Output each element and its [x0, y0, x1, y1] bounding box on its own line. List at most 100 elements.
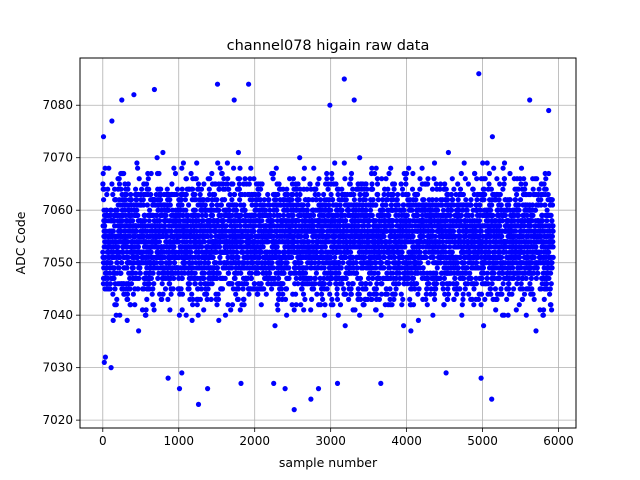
data-point	[194, 160, 200, 166]
data-point	[373, 202, 379, 208]
data-point	[237, 223, 243, 229]
data-point	[348, 170, 355, 177]
data-point	[464, 265, 470, 271]
data-point	[385, 186, 391, 192]
data-point	[421, 197, 427, 203]
data-point	[449, 176, 455, 182]
data-point	[324, 176, 330, 182]
data-point	[102, 223, 108, 229]
data-point	[408, 328, 414, 334]
data-point	[232, 275, 238, 281]
data-point	[289, 197, 295, 203]
data-point	[270, 170, 277, 177]
data-point	[222, 312, 229, 318]
data-point	[241, 202, 247, 208]
data-point	[237, 307, 243, 313]
data-point	[261, 286, 267, 292]
data-point	[442, 181, 448, 187]
data-point	[221, 218, 227, 224]
data-point	[224, 181, 230, 187]
data-point	[236, 186, 242, 192]
data-point	[209, 202, 215, 208]
data-point	[372, 170, 378, 177]
data-point	[156, 239, 162, 245]
data-point	[124, 317, 130, 323]
data-point	[186, 286, 192, 292]
data-point	[275, 191, 281, 198]
data-point	[223, 233, 229, 239]
data-point	[140, 202, 147, 208]
data-point	[201, 275, 207, 281]
data-point	[462, 286, 468, 292]
data-point	[226, 270, 232, 276]
data-point	[209, 170, 215, 177]
data-point	[110, 191, 116, 198]
data-point	[378, 260, 385, 266]
data-point	[269, 260, 275, 266]
data-point	[229, 302, 236, 308]
data-point	[139, 186, 145, 192]
data-point	[201, 181, 207, 187]
data-point	[128, 191, 134, 198]
data-point	[274, 207, 280, 213]
data-point	[208, 296, 214, 302]
data-point	[234, 249, 240, 255]
data-point	[150, 302, 156, 308]
data-point	[192, 270, 198, 276]
data-point	[224, 160, 230, 166]
data-point	[399, 249, 405, 255]
data-point	[105, 186, 111, 192]
data-point	[259, 181, 265, 187]
data-point	[174, 191, 180, 198]
data-point	[474, 176, 480, 182]
data-point	[346, 296, 352, 302]
data-point	[374, 181, 381, 187]
data-point	[445, 296, 451, 302]
data-point	[137, 265, 143, 271]
data-point	[351, 191, 357, 198]
data-point	[111, 265, 117, 271]
data-point	[180, 160, 186, 166]
data-point	[135, 165, 141, 171]
data-point	[214, 265, 220, 271]
data-point	[389, 302, 395, 308]
data-point	[455, 197, 461, 203]
data-point	[327, 281, 333, 287]
data-point	[394, 197, 400, 203]
data-point	[462, 176, 468, 182]
data-point	[108, 207, 114, 213]
data-point	[458, 212, 464, 218]
data-point	[351, 197, 357, 203]
data-point	[259, 218, 265, 224]
data-point	[276, 275, 282, 281]
data-point	[357, 312, 363, 318]
data-point	[324, 286, 330, 292]
data-point	[159, 296, 165, 302]
data-point	[275, 307, 281, 313]
data-point	[334, 291, 340, 297]
data-point	[355, 286, 361, 292]
data-point	[240, 249, 246, 255]
data-point	[415, 291, 421, 297]
data-point	[194, 302, 200, 308]
data-point	[326, 202, 332, 208]
data-point	[146, 186, 152, 192]
data-point	[369, 212, 375, 218]
data-point	[457, 186, 464, 192]
data-point	[223, 223, 229, 229]
data-point	[100, 170, 106, 177]
data-point	[125, 254, 131, 260]
data-point	[179, 291, 186, 297]
data-point	[248, 165, 254, 171]
data-point	[148, 170, 154, 177]
data-point	[143, 307, 149, 313]
data-point	[340, 260, 346, 266]
data-point	[405, 191, 411, 198]
data-point	[343, 197, 349, 203]
data-point	[384, 291, 390, 297]
data-point	[193, 176, 199, 182]
data-point	[465, 181, 471, 187]
data-point	[208, 233, 214, 239]
data-point	[198, 260, 204, 266]
data-point	[404, 212, 410, 218]
